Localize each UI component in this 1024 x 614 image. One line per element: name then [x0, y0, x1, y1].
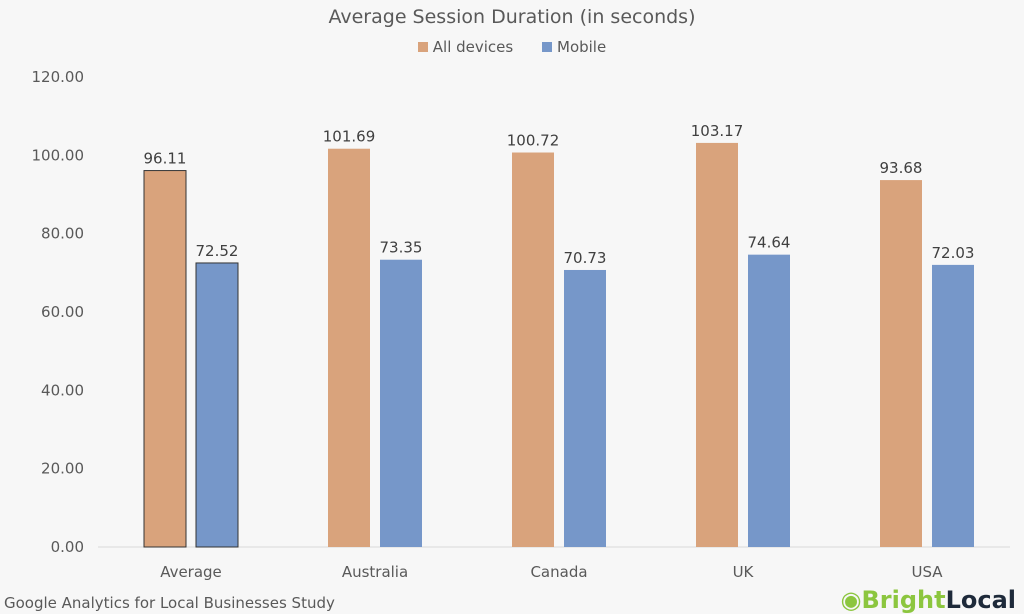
logo-text: Local	[945, 586, 1016, 614]
logo-text: Bright	[861, 586, 946, 614]
data-label: 101.69	[323, 128, 376, 146]
map-pin-icon: ◉	[840, 586, 862, 614]
data-label: 93.68	[880, 159, 923, 177]
data-label: 73.35	[380, 239, 423, 257]
bar-mobile	[564, 269, 606, 547]
y-tick-label: 0.00	[51, 538, 84, 556]
legend-swatch	[417, 42, 428, 52]
legend-item-all-devices: All devices	[417, 38, 514, 56]
x-tick-label: Average	[160, 563, 222, 581]
y-tick-label: 100.00	[32, 146, 85, 164]
bar-mobile	[195, 262, 239, 548]
legend-label: Mobile	[557, 38, 607, 56]
brightlocal-logo: ◉BrightLocal	[841, 586, 1016, 614]
y-tick-label: 120.00	[32, 68, 85, 86]
bar-mobile	[932, 264, 974, 547]
legend-swatch	[542, 42, 552, 52]
bar-all-devices	[880, 180, 922, 547]
legend-item-mobile: Mobile	[542, 38, 606, 56]
x-tick-label: Australia	[342, 563, 408, 581]
legend-label: All devices	[432, 38, 514, 56]
data-label: 96.11	[144, 150, 187, 168]
chart-title: Average Session Duration (in seconds)	[328, 6, 696, 28]
x-tick-label: USA	[911, 563, 943, 581]
y-tick-label: 40.00	[41, 381, 84, 399]
bar-all-devices	[143, 170, 187, 548]
bar-all-devices	[696, 142, 738, 548]
y-tick-label: 60.00	[41, 303, 84, 321]
data-label: 74.64	[748, 234, 791, 252]
data-label: 70.73	[564, 249, 607, 267]
bar-all-devices	[512, 152, 554, 547]
data-label: 72.03	[932, 244, 975, 262]
data-label: 100.72	[507, 132, 560, 150]
bar-all-devices	[328, 148, 370, 547]
legend: All devices Mobile	[0, 38, 1024, 56]
y-tick-label: 20.00	[41, 460, 84, 478]
bar-mobile	[380, 259, 422, 547]
data-label: 72.52	[196, 242, 239, 260]
x-tick-label: Canada	[530, 563, 587, 581]
y-tick-label: 80.00	[41, 225, 84, 243]
bar-mobile	[748, 254, 790, 547]
x-tick-label: UK	[733, 563, 755, 581]
data-label: 103.17	[691, 122, 744, 140]
source-note: Google Analytics for Local Businesses St…	[4, 594, 335, 612]
